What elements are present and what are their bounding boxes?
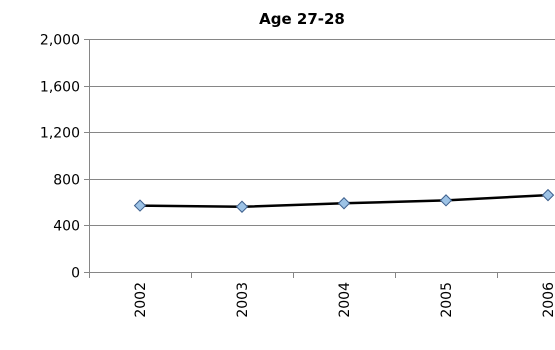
data-point-marker [235, 200, 249, 213]
y-tick-label: 0 [71, 266, 80, 282]
chart-title: Age 27-28 [259, 10, 345, 28]
y-tick-label: 1,200 [40, 126, 80, 142]
x-tick-label: 2006 [541, 282, 555, 318]
x-tick-label: 2004 [337, 282, 353, 318]
y-tick-label: 800 [53, 173, 80, 189]
y-tick-label: 400 [53, 219, 80, 235]
y-tick-label: 2,000 [40, 33, 80, 49]
x-tick-label: 2003 [235, 282, 251, 318]
x-axis-tick-labels: 2002 2003 2004 2005 2006 [133, 282, 555, 318]
data-series [133, 188, 555, 213]
x-tick-label: 2005 [439, 282, 455, 318]
gridlines [89, 39, 555, 226]
data-point-marker [133, 199, 147, 212]
axes [84, 39, 555, 278]
data-point-marker [337, 197, 351, 210]
x-tick-label: 2002 [133, 282, 149, 318]
y-tick-label: 1,600 [40, 80, 80, 96]
data-point-marker [541, 188, 555, 202]
data-point-marker [439, 194, 453, 207]
y-axis-tick-labels: 0 400 800 1,200 1,600 2,000 [40, 33, 80, 282]
